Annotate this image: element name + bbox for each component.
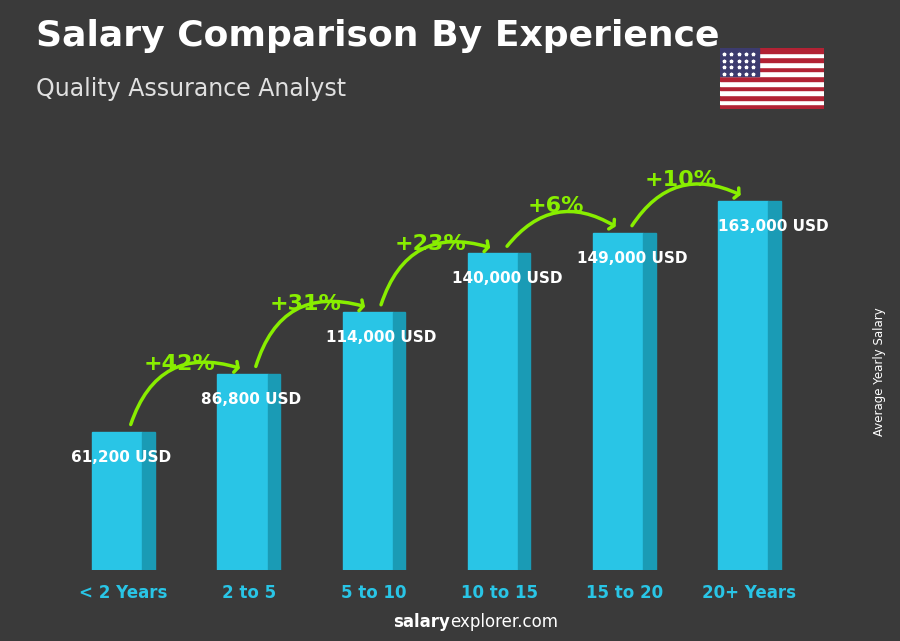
Text: Quality Assurance Analyst: Quality Assurance Analyst — [36, 77, 346, 101]
Text: 61,200 USD: 61,200 USD — [71, 450, 171, 465]
Bar — [392, 312, 405, 570]
Bar — [218, 374, 267, 570]
Text: +6%: +6% — [527, 196, 583, 216]
Bar — [720, 62, 824, 67]
Bar — [720, 95, 824, 99]
Bar — [720, 81, 824, 85]
Text: Average Yearly Salary: Average Yearly Salary — [874, 308, 886, 436]
Bar — [720, 90, 824, 95]
Bar — [720, 48, 824, 53]
Text: 114,000 USD: 114,000 USD — [327, 330, 436, 345]
Bar — [720, 104, 824, 109]
Text: Salary Comparison By Experience: Salary Comparison By Experience — [36, 19, 719, 53]
Bar — [518, 253, 530, 570]
Bar — [720, 99, 824, 104]
Text: +42%: +42% — [144, 354, 216, 374]
Bar — [643, 233, 655, 570]
Text: 140,000 USD: 140,000 USD — [452, 271, 562, 286]
Bar — [720, 48, 760, 76]
Bar — [720, 53, 824, 58]
Bar — [720, 58, 824, 62]
Text: 86,800 USD: 86,800 USD — [202, 392, 302, 407]
Bar — [720, 76, 824, 81]
Text: 149,000 USD: 149,000 USD — [577, 251, 688, 265]
Bar — [93, 431, 142, 570]
Bar — [593, 233, 643, 570]
Bar — [718, 201, 769, 570]
Text: explorer.com: explorer.com — [450, 613, 558, 631]
Bar — [343, 312, 392, 570]
Bar — [720, 85, 824, 90]
Text: salary: salary — [393, 613, 450, 631]
Text: +10%: +10% — [644, 170, 716, 190]
Text: +31%: +31% — [269, 294, 341, 314]
Bar — [142, 431, 155, 570]
Bar — [720, 67, 824, 72]
Text: +23%: +23% — [394, 234, 466, 254]
Bar — [267, 374, 280, 570]
Bar — [769, 201, 780, 570]
Text: 163,000 USD: 163,000 USD — [718, 219, 829, 234]
Bar — [468, 253, 518, 570]
Bar — [720, 72, 824, 76]
